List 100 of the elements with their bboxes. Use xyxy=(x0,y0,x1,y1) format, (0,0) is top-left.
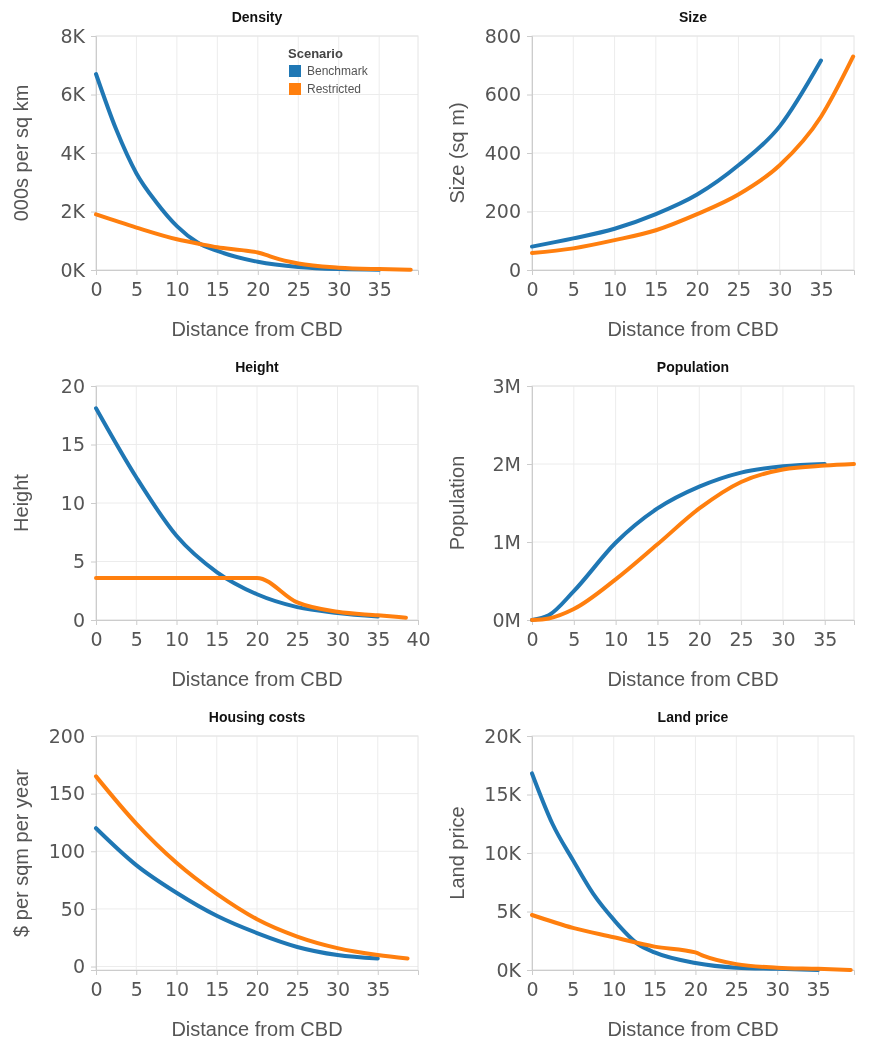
y-tick-label: 150 xyxy=(48,782,85,805)
y-tick-label: 2M xyxy=(492,452,521,475)
y-tick-label: 1M xyxy=(492,530,521,553)
x-tick-label: 5 xyxy=(130,628,143,651)
chart-title: Population xyxy=(656,359,730,375)
y-tick-label: 15 xyxy=(60,433,85,456)
x-tick-label: 35 xyxy=(366,628,391,651)
x-axis-title: Distance from CBD xyxy=(607,1018,779,1040)
x-tick-label: 30 xyxy=(325,978,351,1001)
chart-title: Land price xyxy=(657,709,729,725)
y-tick-label: 2K xyxy=(60,200,86,223)
y-tick-label: 600 xyxy=(484,83,521,106)
x-tick-label: 10 xyxy=(165,278,190,301)
y-tick-label: 50 xyxy=(60,897,85,920)
y-tick-label: 5K xyxy=(496,900,522,923)
line-series xyxy=(94,826,380,961)
x-tick-label: 5 xyxy=(130,278,143,301)
x-axis-title: Distance from CBD xyxy=(171,318,343,340)
chart-title: Density xyxy=(231,9,283,25)
x-tick-label: 35 xyxy=(809,278,834,301)
y-tick-label: 10K xyxy=(484,841,522,864)
y-tick-label: 8K xyxy=(60,24,86,47)
x-axis-title: Distance from CBD xyxy=(171,668,343,690)
y-tick-label: 0K xyxy=(496,958,522,981)
x-tick-label: 5 xyxy=(568,628,581,651)
x-axis-title: Distance from CBD xyxy=(607,318,779,340)
x-tick-label: 0 xyxy=(90,278,103,301)
line-series xyxy=(530,58,823,249)
x-tick-label: 15 xyxy=(205,278,230,301)
y-axis-title: 000s per sq km xyxy=(10,84,32,222)
y-tick-label: 0 xyxy=(508,258,521,281)
y-tick-label: 0 xyxy=(72,608,85,631)
x-tick-label: 20 xyxy=(685,278,710,301)
line-series xyxy=(94,212,413,272)
x-tick-label: 15 xyxy=(205,628,230,651)
x-tick-label: 25 xyxy=(286,278,311,301)
x-tick-label: 0 xyxy=(526,978,539,1001)
x-tick-label: 25 xyxy=(729,628,754,651)
x-tick-label: 5 xyxy=(567,278,580,301)
y-tick-label: 4K xyxy=(60,141,86,164)
x-tick-label: 25 xyxy=(726,278,751,301)
y-axis-title: $ per sqm per year xyxy=(10,768,32,937)
x-tick-label: 0 xyxy=(90,978,103,1001)
y-tick-label: 0K xyxy=(60,258,86,281)
x-tick-label: 30 xyxy=(325,628,351,651)
y-tick-label: 5 xyxy=(72,550,85,573)
x-tick-label: 25 xyxy=(724,978,749,1001)
y-axis-title: Size (sq m) xyxy=(446,102,468,204)
x-tick-label: 30 xyxy=(765,978,790,1001)
x-tick-label: 25 xyxy=(285,628,310,651)
x-tick-label: 5 xyxy=(130,978,143,1001)
y-tick-label: 6K xyxy=(60,83,86,106)
x-tick-label: 20 xyxy=(683,978,709,1001)
line-series xyxy=(94,575,408,620)
x-tick-label: 0 xyxy=(90,628,103,651)
y-tick-label: 20K xyxy=(484,724,522,747)
y-tick-label: 800 xyxy=(484,24,521,47)
x-tick-label: 30 xyxy=(771,628,796,651)
y-tick-label: 10 xyxy=(60,491,85,514)
x-tick-label: 10 xyxy=(602,278,628,301)
y-tick-label: 200 xyxy=(48,724,85,747)
x-axis-title: Distance from CBD xyxy=(171,1018,343,1040)
x-tick-label: 35 xyxy=(806,978,831,1001)
chart-title: Size xyxy=(678,9,708,25)
y-tick-label: 200 xyxy=(484,200,521,223)
x-tick-label: 10 xyxy=(164,978,190,1001)
y-tick-label: 400 xyxy=(484,141,521,164)
line-series xyxy=(530,54,856,256)
x-tick-label: 20 xyxy=(245,628,270,651)
x-tick-label: 20 xyxy=(687,628,712,651)
y-tick-label: 100 xyxy=(48,839,85,862)
x-tick-label: 35 xyxy=(366,978,391,1001)
x-tick-label: 15 xyxy=(205,978,230,1001)
x-tick-label: 15 xyxy=(643,978,668,1001)
x-tick-label: 20 xyxy=(245,978,270,1001)
x-tick-label: 40 xyxy=(406,628,431,651)
x-tick-label: 0 xyxy=(526,278,539,301)
x-tick-label: 5 xyxy=(567,978,580,1001)
x-tick-label: 30 xyxy=(768,278,793,301)
x-tick-label: 35 xyxy=(367,278,392,301)
y-axis-title: Land price xyxy=(446,806,468,900)
x-tick-label: 15 xyxy=(645,628,671,651)
y-tick-label: 20 xyxy=(60,374,85,397)
legend-label: Restricted xyxy=(307,82,362,96)
y-tick-label: 15K xyxy=(484,783,522,806)
x-tick-label: 30 xyxy=(327,278,352,301)
x-tick-label: 10 xyxy=(602,978,627,1001)
x-tick-label: 15 xyxy=(644,278,669,301)
chart-title: Housing costs xyxy=(208,709,306,725)
chart-title: Height xyxy=(235,359,280,375)
x-tick-label: 25 xyxy=(285,978,310,1001)
x-tick-label: 10 xyxy=(604,628,629,651)
y-tick-label: 0M xyxy=(492,608,521,631)
legend-title: Scenario xyxy=(288,46,343,61)
x-tick-label: 20 xyxy=(246,278,271,301)
legend-label: Benchmark xyxy=(307,64,369,78)
line-series xyxy=(94,774,410,961)
x-tick-label: 10 xyxy=(164,628,190,651)
x-tick-label: 35 xyxy=(813,628,838,651)
y-axis-title: Population xyxy=(446,455,468,551)
